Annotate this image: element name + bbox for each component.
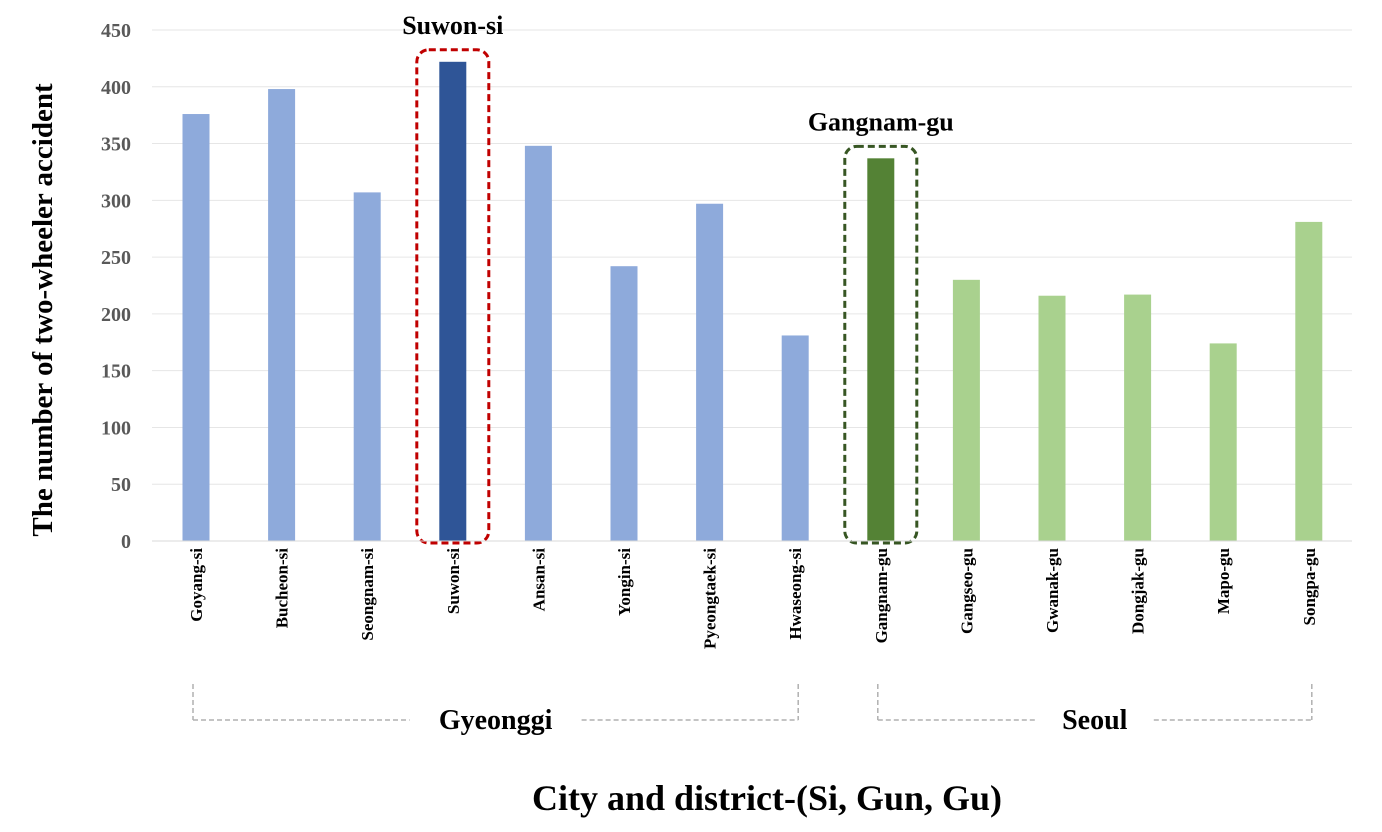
bar-gangnam-gu [867,158,895,541]
bar-ansan-si [524,145,552,541]
x-tick-label: Gangnam-gu [872,548,891,643]
x-tick-label: Yongin-si [615,548,634,616]
highlight-label: Gangnam-gu [808,107,954,136]
bar-seongnam-si [353,192,381,541]
y-tick-label: 100 [101,417,131,439]
bar-pyeongtaek-si [696,203,724,542]
x-tick-label: Hwaseong-si [786,548,805,640]
bar-yongin-si [610,266,638,541]
bar-mapo-gu [1209,343,1237,541]
highlight-box [415,48,491,545]
x-tick-label: Gangseo-gu [957,548,976,634]
x-tick-label: Songpa-gu [1300,548,1319,625]
y-tick-label: 250 [101,247,131,269]
group-label: Seoul [1062,705,1128,736]
y-tick-label: 350 [101,134,131,156]
group-label: Gyeonggi [439,705,553,736]
y-tick-label: 0 [121,531,131,553]
x-tick-labels: Goyang-si Bucheon-si Seongnam-si Suwon-si An… [187,548,1319,649]
bar-hwaseong-si [781,335,809,541]
bar-gwanak-gu [1038,295,1066,541]
x-axis-title: City and district-(Si, Gun, Gu) [532,778,1002,818]
y-tick-label: 400 [101,77,131,99]
x-tick-label: Ansan-si [529,548,548,612]
group-brackets: Gyeonggi Seoul [192,684,1313,736]
bar-gangseo-gu [952,279,980,541]
bar-dongjak-gu [1124,294,1152,541]
y-tick-label: 50 [111,474,131,496]
y-tick-label: 300 [101,190,131,212]
y-tick-label: 200 [101,304,131,326]
x-tick-label: Bucheon-si [273,548,292,629]
bars [182,61,1323,542]
y-axis-title: The number of two-wheeler accident [27,83,59,537]
x-tick-label: Mapo-gu [1214,548,1233,614]
bar-goyang-si [182,114,210,541]
x-tick-label: Seongnam-si [358,548,377,641]
gridlines [152,29,1352,485]
highlight-box [843,144,919,545]
x-tick-label: Pyeongtaek-si [701,548,720,649]
y-tick-labels: 0 50 100 150 200 250 300 350 400 450 [101,20,131,553]
y-tick-label: 450 [101,20,131,42]
x-tick-label: Suwon-si [444,548,463,614]
bar-bucheon-si [268,89,296,541]
highlight-annotations: Suwon-si Gangnam-gu [402,11,954,545]
highlight-label: Suwon-si [402,11,503,40]
x-tick-label: Gwanak-gu [1043,548,1062,633]
bar-songpa-gu [1295,221,1323,542]
x-tick-label: Goyang-si [187,548,206,622]
y-tick-label: 150 [101,361,131,383]
x-tick-label: Dongjak-gu [1129,548,1148,634]
bar-suwon-si [439,61,467,541]
